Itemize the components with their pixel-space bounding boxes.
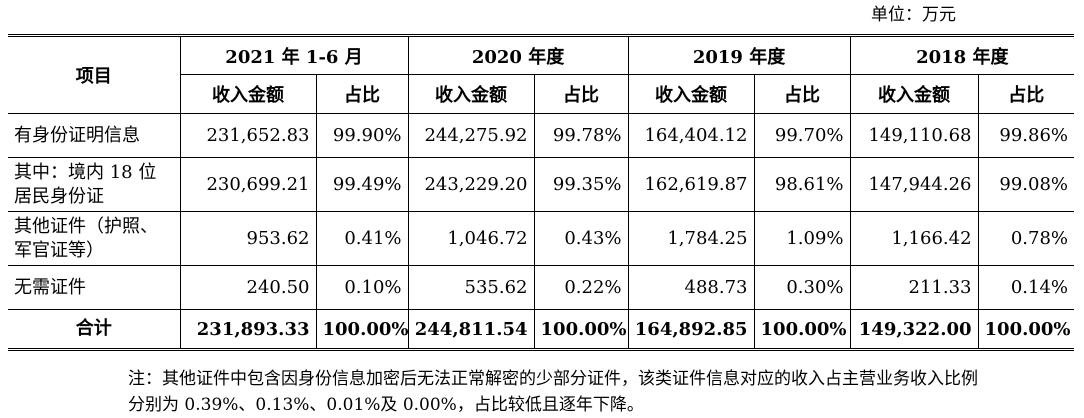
table-cell: 100.00% <box>753 309 851 350</box>
table-cell: 240.50 <box>179 265 317 310</box>
table-cell: 0.41% <box>315 211 409 266</box>
table-cell: 100.00% <box>533 309 629 350</box>
table-cell: 164,892.85 <box>627 309 755 350</box>
table-cell: 98.61% <box>753 157 851 212</box>
header-amount: 收入金额 <box>849 74 979 114</box>
table-cell: 244,275.92 <box>407 113 535 158</box>
table-cell: 99.90% <box>315 113 409 158</box>
table-cell: 99.49% <box>315 157 409 212</box>
table-cell: 99.86% <box>977 113 1075 158</box>
table-cell: 953.62 <box>179 211 317 266</box>
table-cell: 231,652.83 <box>179 113 317 158</box>
table-cell: 0.78% <box>977 211 1075 266</box>
table-note: 注：其他证件中包含因身份信息加密后无法正常解密的少部分证件，该类证件信息对应的收… <box>128 369 978 415</box>
header-row-periods: 项目 2021 年 1-6 月 2020 年度 2019 年度 2018 年度 <box>8 35 1075 114</box>
table-cell: 100.00% <box>977 309 1075 350</box>
table-cell: 0.43% <box>533 211 629 266</box>
table-cell: 1,166.42 <box>849 211 979 266</box>
table-cell: 99.78% <box>533 113 629 158</box>
header-period: 2020 年度 <box>407 35 629 75</box>
table-cell: 100.00% <box>315 309 409 350</box>
table-cell: 149,322.00 <box>849 309 979 350</box>
table-row: 其中：境内 18 位居民身份证 230,699.21 99.49% 243,229.2… <box>8 157 1075 212</box>
header-amount: 收入金额 <box>627 74 755 114</box>
table-cell: 535.62 <box>407 265 535 310</box>
table-row: 有身份证明信息 231,652.83 99.90% 244,275.92 99.78% 1… <box>8 113 1075 158</box>
table-cell: 488.73 <box>627 265 755 310</box>
table-cell: 0.30% <box>753 265 851 310</box>
table-cell: 0.22% <box>533 265 629 310</box>
table-cell: 0.10% <box>315 265 409 310</box>
table-cell: 147,944.26 <box>849 157 979 212</box>
header-amount: 收入金额 <box>180 74 317 114</box>
table-row: 无需证件 240.50 0.10% 535.62 0.22% 488.73 0.30% 211… <box>8 265 1075 310</box>
header-period: 2018 年度 <box>849 35 1075 75</box>
header-period: 2019 年度 <box>627 35 851 75</box>
unit-label: 单位：万元 <box>871 5 956 25</box>
table-cell: 211.33 <box>849 265 979 310</box>
header-ratio: 占比 <box>533 74 629 114</box>
table-cell: 231,893.33 <box>179 309 317 350</box>
header-amount: 收入金额 <box>407 74 535 114</box>
row-label: 有身份证明信息 <box>8 113 181 158</box>
table-cell: 164,404.12 <box>627 113 755 158</box>
table-cell: 149,110.68 <box>849 113 979 158</box>
row-label: 无需证件 <box>8 265 181 310</box>
table-cell: 244,811.54 <box>407 309 535 350</box>
table-cell: 99.08% <box>977 157 1075 212</box>
table-cell: 99.35% <box>533 157 629 212</box>
table-cell: 1,784.25 <box>627 211 755 266</box>
table-cell: 230,699.21 <box>179 157 317 212</box>
header-ratio: 占比 <box>753 74 851 114</box>
header-period: 2021 年 1-6 月 <box>179 35 409 75</box>
table-cell: 162,619.87 <box>627 157 755 212</box>
table-row: 其他证件（护照、军官证等） 953.62 0.41% 1,046.72 0.43% 1,7… <box>8 211 1075 266</box>
header-ratio: 占比 <box>977 74 1075 114</box>
table-cell: 1.09% <box>753 211 851 266</box>
table-cell: 0.14% <box>977 265 1075 310</box>
header-item: 项目 <box>8 35 181 114</box>
revenue-table: 项目 2021 年 1-6 月 2020 年度 2019 年度 2018 年度 … <box>8 34 1075 351</box>
header-ratio: 占比 <box>315 74 409 114</box>
table-cell: 99.70% <box>753 113 851 158</box>
row-label: 其中：境内 18 位居民身份证 <box>8 157 181 212</box>
total-label: 合计 <box>8 309 181 350</box>
total-row: 合计 231,893.33 100.00% 244,811.54 100.00%… <box>8 309 1075 350</box>
row-label: 其他证件（护照、军官证等） <box>8 211 181 266</box>
table-cell: 243,229.20 <box>407 157 535 212</box>
table-cell: 1,046.72 <box>407 211 535 266</box>
